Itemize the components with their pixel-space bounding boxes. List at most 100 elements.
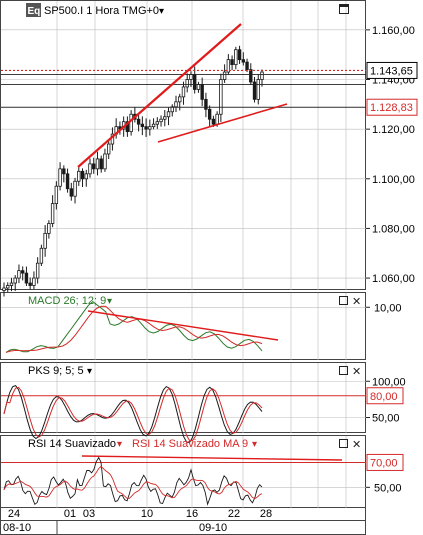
macd-title[interactable]: MACD 26; 12; 9 (28, 295, 106, 307)
price-pane (0, 0, 366, 290)
candle-body (151, 123, 156, 128)
candle-body (77, 170, 81, 182)
rsi-y-tick-label: 50,00 (374, 482, 402, 494)
candle-body (219, 79, 223, 115)
pks-k-line (3, 385, 263, 443)
candle-body (92, 163, 96, 170)
candle-body (28, 282, 32, 286)
upper-trendline (77, 23, 242, 168)
rsi-lines (1, 455, 366, 506)
candle-body (80, 170, 85, 180)
price-tag-label: 1.128,83 (370, 102, 413, 114)
price-y-tick-label: 1.120,00 (372, 124, 415, 136)
x-day-label: 10 (141, 508, 153, 520)
price-y-tick-label: 1.160,00 (372, 25, 415, 37)
macd-lines (5, 300, 279, 353)
symbol-title[interactable]: SP500.I 1 Hora TMG+0 (44, 5, 159, 17)
rsi-ma-line (3, 465, 263, 500)
pks-maximize-icon[interactable] (339, 366, 348, 375)
candle-body (9, 282, 14, 286)
price-tag-label: 1.143,65 (370, 65, 413, 77)
candle-body (69, 188, 74, 197)
candle-body (163, 116, 167, 120)
candle-body (136, 118, 141, 125)
pks-title[interactable]: PKS 9; 5; 5 (28, 365, 84, 377)
symbol-dropdown-icon[interactable]: ▾ (159, 6, 164, 17)
candle-body (215, 113, 219, 125)
pks-tag-box (366, 387, 404, 405)
candle-body (174, 101, 178, 108)
rsi-close-icon[interactable]: ✕ (352, 439, 361, 451)
candle-body (166, 111, 171, 118)
candle-body (159, 118, 163, 123)
pks-d-line (3, 386, 263, 442)
macd-signal-line (5, 305, 263, 353)
candle-body (95, 158, 100, 170)
rsi-title[interactable]: RSI 14 Suavizado (28, 438, 116, 450)
candle-body (170, 106, 174, 113)
pks-close-icon[interactable]: ✕ (352, 366, 361, 378)
candle-body (50, 203, 55, 224)
price-maximize-icon[interactable] (339, 4, 349, 14)
candle-body (181, 86, 186, 98)
pks-pane (0, 362, 366, 433)
rsi-divergence-line (81, 455, 343, 461)
x-day-label: 03 (83, 508, 95, 520)
x-month-label: 09-10 (199, 522, 227, 534)
candle-body (32, 277, 36, 286)
candle-body (245, 61, 249, 70)
candle-body (249, 69, 253, 83)
candle-body (189, 74, 193, 80)
candle-body (230, 59, 234, 66)
candle-body (39, 247, 44, 264)
candle-body (140, 123, 145, 128)
candle-body (17, 270, 21, 279)
pks-y-tick-label: 50,00 (372, 413, 400, 425)
candle-body (192, 74, 197, 90)
candle-body (24, 272, 29, 284)
axis-labels: 1.160,001.140,001.120,001.100,001.080,00… (3, 25, 418, 535)
rsi-maximize-icon[interactable] (339, 439, 348, 448)
candle-body (260, 71, 264, 80)
x-day-label: 16 (186, 508, 198, 520)
candle-body (256, 79, 260, 100)
candle-body (103, 153, 107, 170)
price-tag-box (366, 98, 418, 116)
candle-body (185, 79, 189, 88)
candle-body (226, 59, 231, 73)
rsi-tag-box (366, 453, 404, 471)
candle-body (35, 262, 40, 279)
pks-dropdown-icon[interactable]: ▾ (87, 366, 92, 377)
rsi-ma-title[interactable]: RSI 14 Suavizado MA 9 (132, 438, 248, 450)
rsi-dropdown-icon[interactable]: ▾ (117, 439, 122, 450)
rsi-line (3, 456, 263, 506)
candle-body (178, 96, 182, 103)
candle-body (84, 173, 88, 180)
x-day-label: 24 (8, 508, 20, 520)
candle-body (222, 71, 227, 80)
symbol-badge-icon[interactable] (26, 3, 41, 17)
candle-body (125, 121, 130, 133)
rsi-ma-dropdown-icon[interactable]: ▾ (252, 439, 257, 450)
candle-body (204, 98, 208, 110)
candle-body (200, 84, 204, 100)
macd-close-icon[interactable]: ✕ (352, 296, 361, 308)
candle-body (148, 126, 152, 130)
candle-body (144, 126, 148, 130)
candle-body (2, 287, 6, 291)
candle-body (252, 81, 257, 100)
pks-tag-label: 80,00 (370, 391, 398, 403)
candle-body (129, 113, 133, 133)
macd-dropdown-icon[interactable]: ▾ (107, 296, 112, 307)
candle-body (58, 168, 62, 187)
macd-maximize-icon[interactable] (339, 296, 348, 305)
lower-trendline (157, 103, 288, 143)
price-y-tick-label: 1.060,00 (372, 273, 415, 285)
symbol-badge-text: Eq (28, 6, 41, 17)
candle-body (155, 121, 160, 125)
x-day-label: 28 (260, 508, 272, 520)
candle-body (99, 158, 103, 170)
candle-body (54, 185, 59, 205)
candle-body (43, 232, 47, 249)
